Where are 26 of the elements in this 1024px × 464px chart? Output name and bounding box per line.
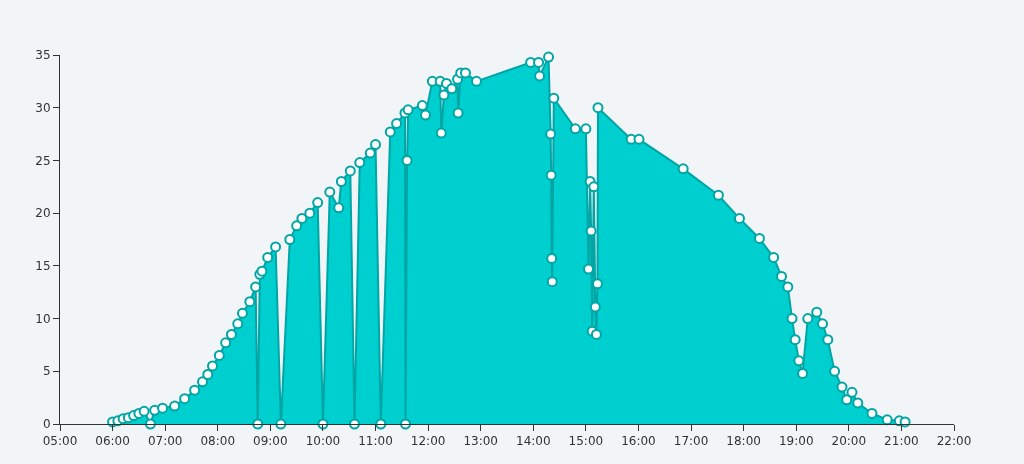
x-tick-label: 05:00 (42, 434, 78, 449)
x-tick-label: 15:00 (568, 434, 604, 449)
x-tick-label: 10:00 (305, 434, 341, 449)
x-tick-label: 08:00 (200, 434, 236, 449)
x-tick-label: 11:00 (358, 434, 393, 449)
y-tick-label: 10 (35, 311, 51, 326)
x-tick-label: 16:00 (621, 434, 656, 449)
x-tick-label: 22:00 (936, 434, 972, 449)
y-tick-label: 15 (35, 259, 51, 274)
x-tick-label: 18:00 (726, 434, 761, 449)
y-tick-label: 25 (35, 153, 51, 168)
x-tick-label: 21:00 (884, 434, 919, 449)
x-tick-label: 14:00 (515, 434, 551, 449)
x-tick-label: 09:00 (253, 434, 288, 449)
x-tick-label: 13:00 (463, 434, 499, 449)
y-tick-label: 20 (35, 206, 51, 221)
x-tick-label: 06:00 (95, 434, 130, 449)
y-tick-label: 30 (35, 100, 51, 115)
x-tick-label: 12:00 (410, 434, 446, 449)
y-tick-label: 5 (42, 364, 51, 379)
x-tick-label: 17:00 (673, 434, 709, 449)
y-tick-label: 0 (42, 417, 51, 432)
x-tick-label: 19:00 (778, 434, 814, 449)
x-tick-label: 07:00 (147, 434, 183, 449)
x-tick-label: 20:00 (831, 434, 867, 449)
y-tick-label: 35 (35, 48, 51, 63)
